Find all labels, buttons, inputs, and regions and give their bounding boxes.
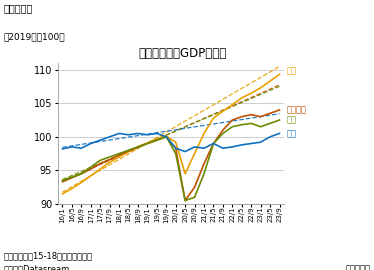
Text: 米国: 米国 <box>286 66 296 76</box>
Title: 主要国の実質GDPの推移: 主要国の実質GDPの推移 <box>138 48 226 60</box>
Text: （図表１）: （図表１） <box>4 3 33 13</box>
Text: （注）破線は15-18年のトレンド線: （注）破線は15-18年のトレンド線 <box>4 251 93 260</box>
Text: ユーロ圏: ユーロ圏 <box>286 106 306 114</box>
Text: （四半期）: （四半期） <box>345 265 370 270</box>
Text: 英国: 英国 <box>286 116 296 124</box>
Text: （2019年＝100）: （2019年＝100） <box>4 32 65 41</box>
Text: 日本: 日本 <box>286 129 296 138</box>
Text: （資料）Datasream: （資料）Datasream <box>4 265 70 270</box>
